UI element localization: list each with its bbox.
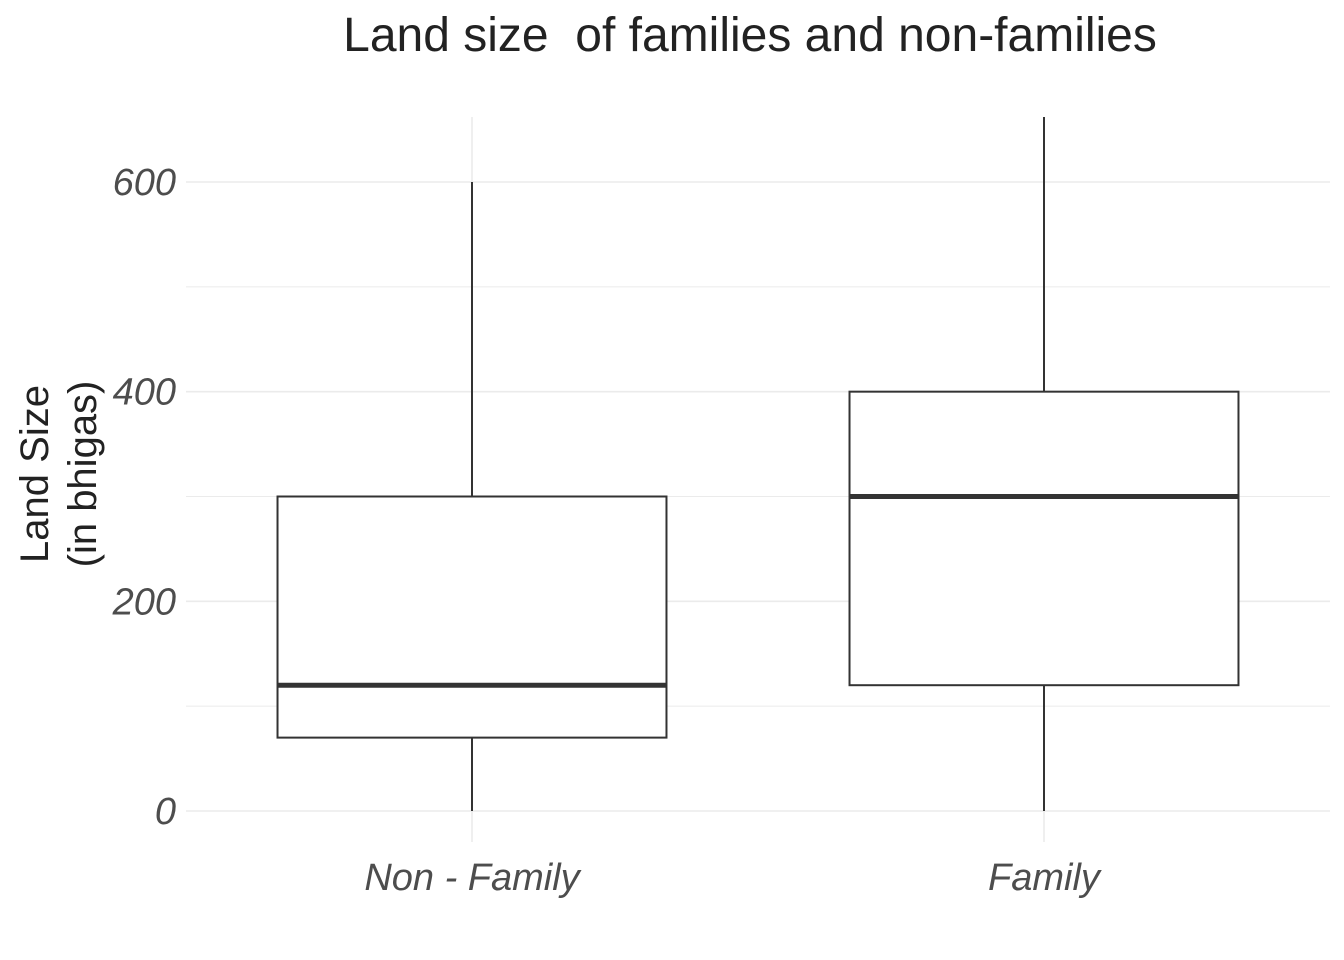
x-tick-label: Non - Family	[364, 857, 581, 899]
y-axis-title-line-1: Land Size	[13, 385, 57, 563]
y-axis-title: Land Size (in bhigas)	[13, 381, 105, 568]
chart-title: Land size of families and non-families	[343, 9, 1157, 62]
boxes	[276, 117, 1240, 811]
x-axis-ticks: Non - Family Family	[364, 857, 1102, 899]
y-tick-label: 0	[155, 791, 176, 833]
box-non-family	[276, 182, 668, 811]
x-tick-label: Family	[988, 857, 1102, 899]
iqr-box	[848, 390, 1240, 687]
y-tick-label: 400	[113, 372, 176, 414]
y-tick-label: 200	[112, 581, 176, 623]
y-axis-title-line-2: (in bhigas)	[61, 381, 105, 568]
box-family	[848, 117, 1240, 811]
y-axis-ticks: 0 200 400 600	[112, 162, 176, 833]
iqr-box	[276, 495, 668, 739]
y-tick-label: 600	[113, 162, 176, 204]
